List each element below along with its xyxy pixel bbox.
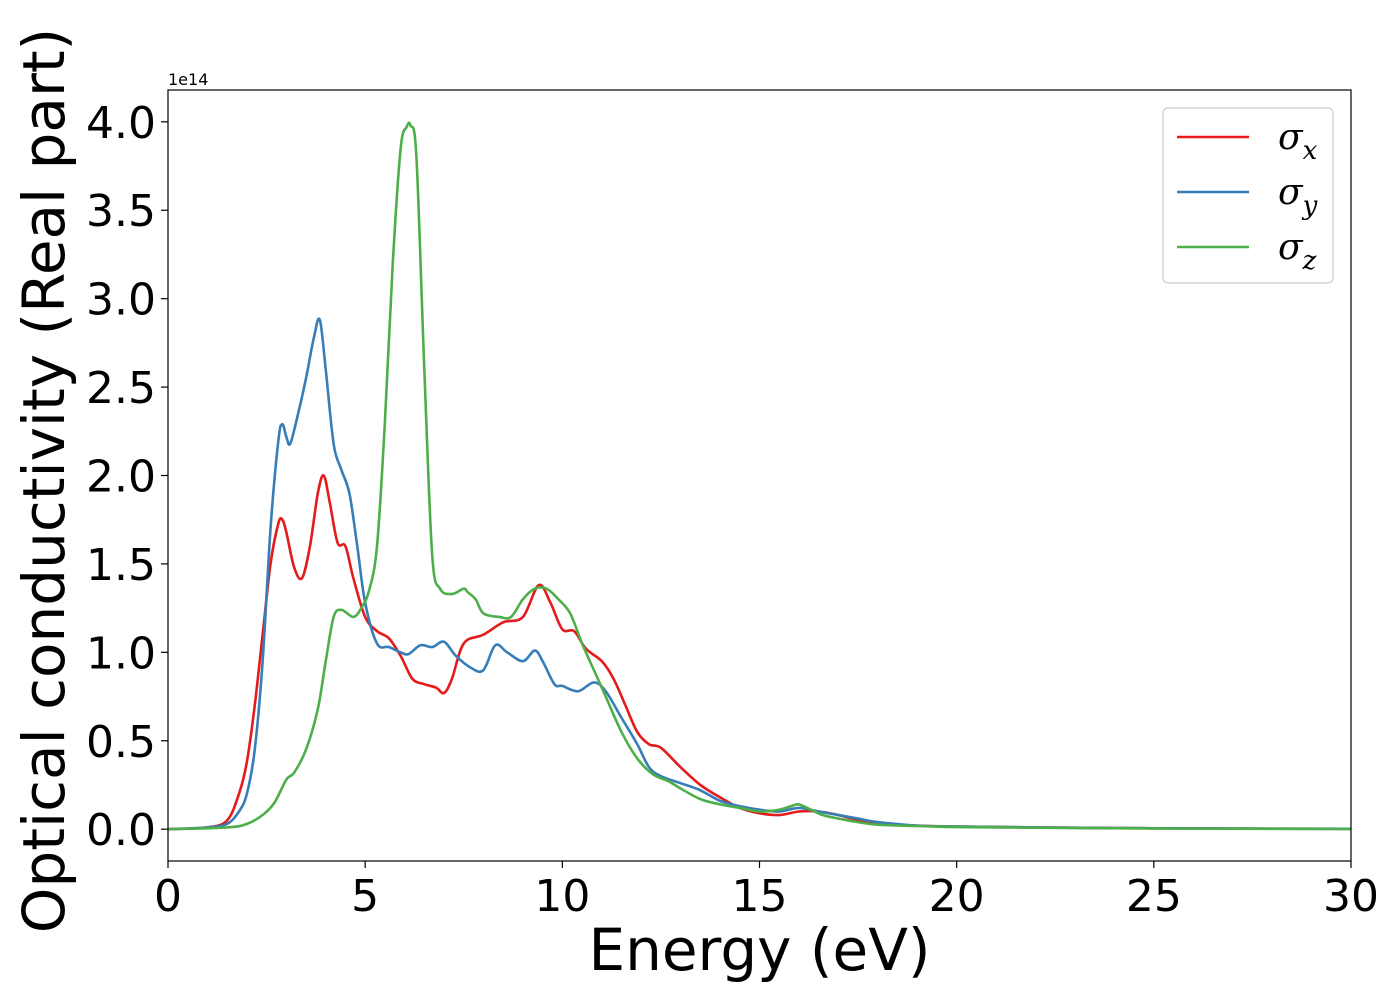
legend: σx σy σz: [1162, 107, 1334, 284]
y-tick-label: 1.0: [86, 628, 156, 679]
legend-label-x: σx: [1278, 117, 1318, 166]
y-tick-label: 1.5: [86, 540, 156, 591]
y-tick-label: 2.5: [86, 363, 156, 414]
y-axis-title: Optical conductivity (Real part): [10, 28, 78, 933]
series-layer: [167, 121, 1352, 831]
y-tick-label: 0.0: [86, 805, 156, 856]
series-line-z: [167, 121, 1352, 831]
x-axis-ticks: 0 5 10 15 20 25 30: [154, 861, 1379, 922]
y-tick-label: 4.0: [86, 98, 156, 149]
y-tick-label: 2.0: [86, 452, 156, 503]
x-tick-label: 15: [732, 871, 788, 922]
x-tick-label: 0: [154, 871, 182, 922]
x-tick-label: 30: [1323, 871, 1379, 922]
x-tick-label: 25: [1126, 871, 1182, 922]
y-offset-label: 1e14: [168, 70, 208, 89]
y-tick-label: 3.0: [86, 275, 156, 326]
y-axis-ticks: 0.0 0.5 1.0 1.5 2.0 2.5 3.0 3.5 4.0: [86, 98, 168, 856]
legend-label-z: σz: [1278, 227, 1317, 276]
y-tick-label: 0.5: [86, 717, 156, 768]
y-tick-label: 3.5: [86, 186, 156, 237]
x-tick-label: 20: [929, 871, 985, 922]
x-tick-label: 5: [351, 871, 379, 922]
legend-box: [1162, 107, 1334, 284]
x-axis-title: Energy (eV): [588, 916, 930, 984]
series-line-y: [167, 317, 1352, 831]
legend-label-y: σy: [1278, 172, 1318, 221]
x-tick-label: 10: [534, 871, 590, 922]
